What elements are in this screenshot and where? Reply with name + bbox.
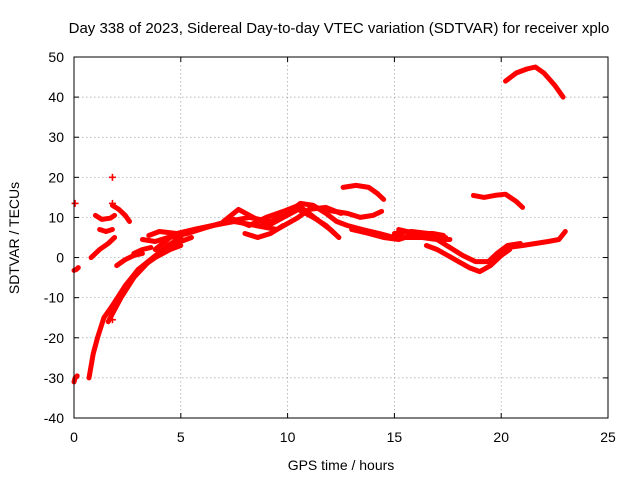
y-tick-label: 20 — [48, 169, 64, 185]
x-tick-label: 0 — [70, 429, 78, 445]
series-arc-15 — [221, 206, 338, 236]
chart-grid — [74, 57, 608, 418]
series-arc-18 — [340, 182, 387, 202]
series-arc-26 — [470, 191, 526, 210]
y-tick-label: -20 — [44, 330, 64, 346]
y-tick-label: 0 — [56, 250, 64, 266]
series-arc-25 — [505, 229, 568, 250]
x-axis-label: GPS time / hours — [288, 457, 395, 473]
x-tick-label: 20 — [493, 429, 509, 445]
data-point-marker — [108, 199, 116, 207]
data-point-marker — [71, 199, 79, 207]
x-tick-label: 5 — [177, 429, 185, 445]
series-arc-27 — [503, 64, 566, 100]
data-point-marker — [108, 316, 116, 324]
series-arc-11 — [131, 245, 154, 256]
series-arc-10 — [114, 251, 145, 269]
plot-frame — [73, 56, 609, 419]
series-arc-16 — [242, 223, 286, 240]
y-tick-label: -40 — [44, 410, 64, 426]
data-point-marker — [108, 173, 116, 181]
series-arc-23 — [423, 243, 513, 275]
series-arc-09 — [109, 202, 132, 224]
x-tick-label: 10 — [280, 429, 296, 445]
series-arc-22 — [402, 235, 453, 242]
series-arc-05 — [109, 235, 184, 309]
y-tick-label: 40 — [48, 89, 64, 105]
series-arc-03 — [86, 243, 184, 381]
x-tick-label: 25 — [600, 429, 616, 445]
y-tick-label: -10 — [44, 290, 64, 306]
y-tick-label: 50 — [48, 49, 64, 65]
y-tick-label: -30 — [44, 370, 64, 386]
y-tick-label: 30 — [48, 129, 64, 145]
chart-ticks: 0 5 10 15 20 25 -40 -30 -20 -10 0 10 20 30 40 50 — [44, 49, 616, 445]
series-arc-06 — [88, 235, 118, 261]
y-axis-label: SDTVAR / TECUs — [6, 182, 22, 294]
chart-title: Day 338 of 2023, Sidereal Day-to-day VTE… — [69, 20, 610, 37]
y-tick-label: 10 — [48, 209, 64, 225]
chart-plot-area — [71, 64, 568, 385]
series-arc-02 — [71, 265, 81, 273]
series-arc-08 — [97, 227, 115, 234]
x-tick-label: 15 — [387, 429, 403, 445]
series-arc-17 — [306, 202, 385, 220]
series-arc-21 — [391, 229, 449, 240]
series-arc-07 — [92, 212, 118, 222]
